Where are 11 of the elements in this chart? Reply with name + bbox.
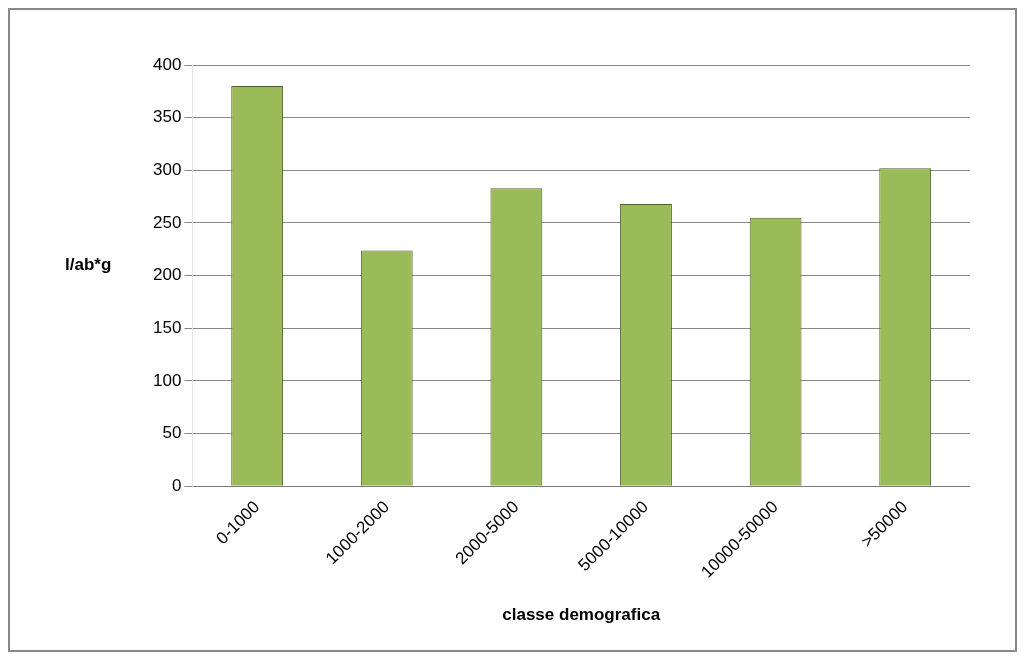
y-tick-label: 300 xyxy=(152,160,182,180)
y-tick-label: 250 xyxy=(152,212,182,232)
y-tick-label: 0 xyxy=(171,476,182,496)
y-tick-label: 100 xyxy=(152,370,182,390)
y-tick-label: 200 xyxy=(152,265,182,285)
y-axis-title: l/ab*g xyxy=(65,255,112,275)
y-tick-label: 350 xyxy=(152,107,182,127)
x-axis-title: classe demografica xyxy=(502,605,661,625)
y-tick-label: 50 xyxy=(162,423,182,443)
y-tick-label: 400 xyxy=(152,54,182,74)
y-tick-label: 150 xyxy=(152,318,182,338)
